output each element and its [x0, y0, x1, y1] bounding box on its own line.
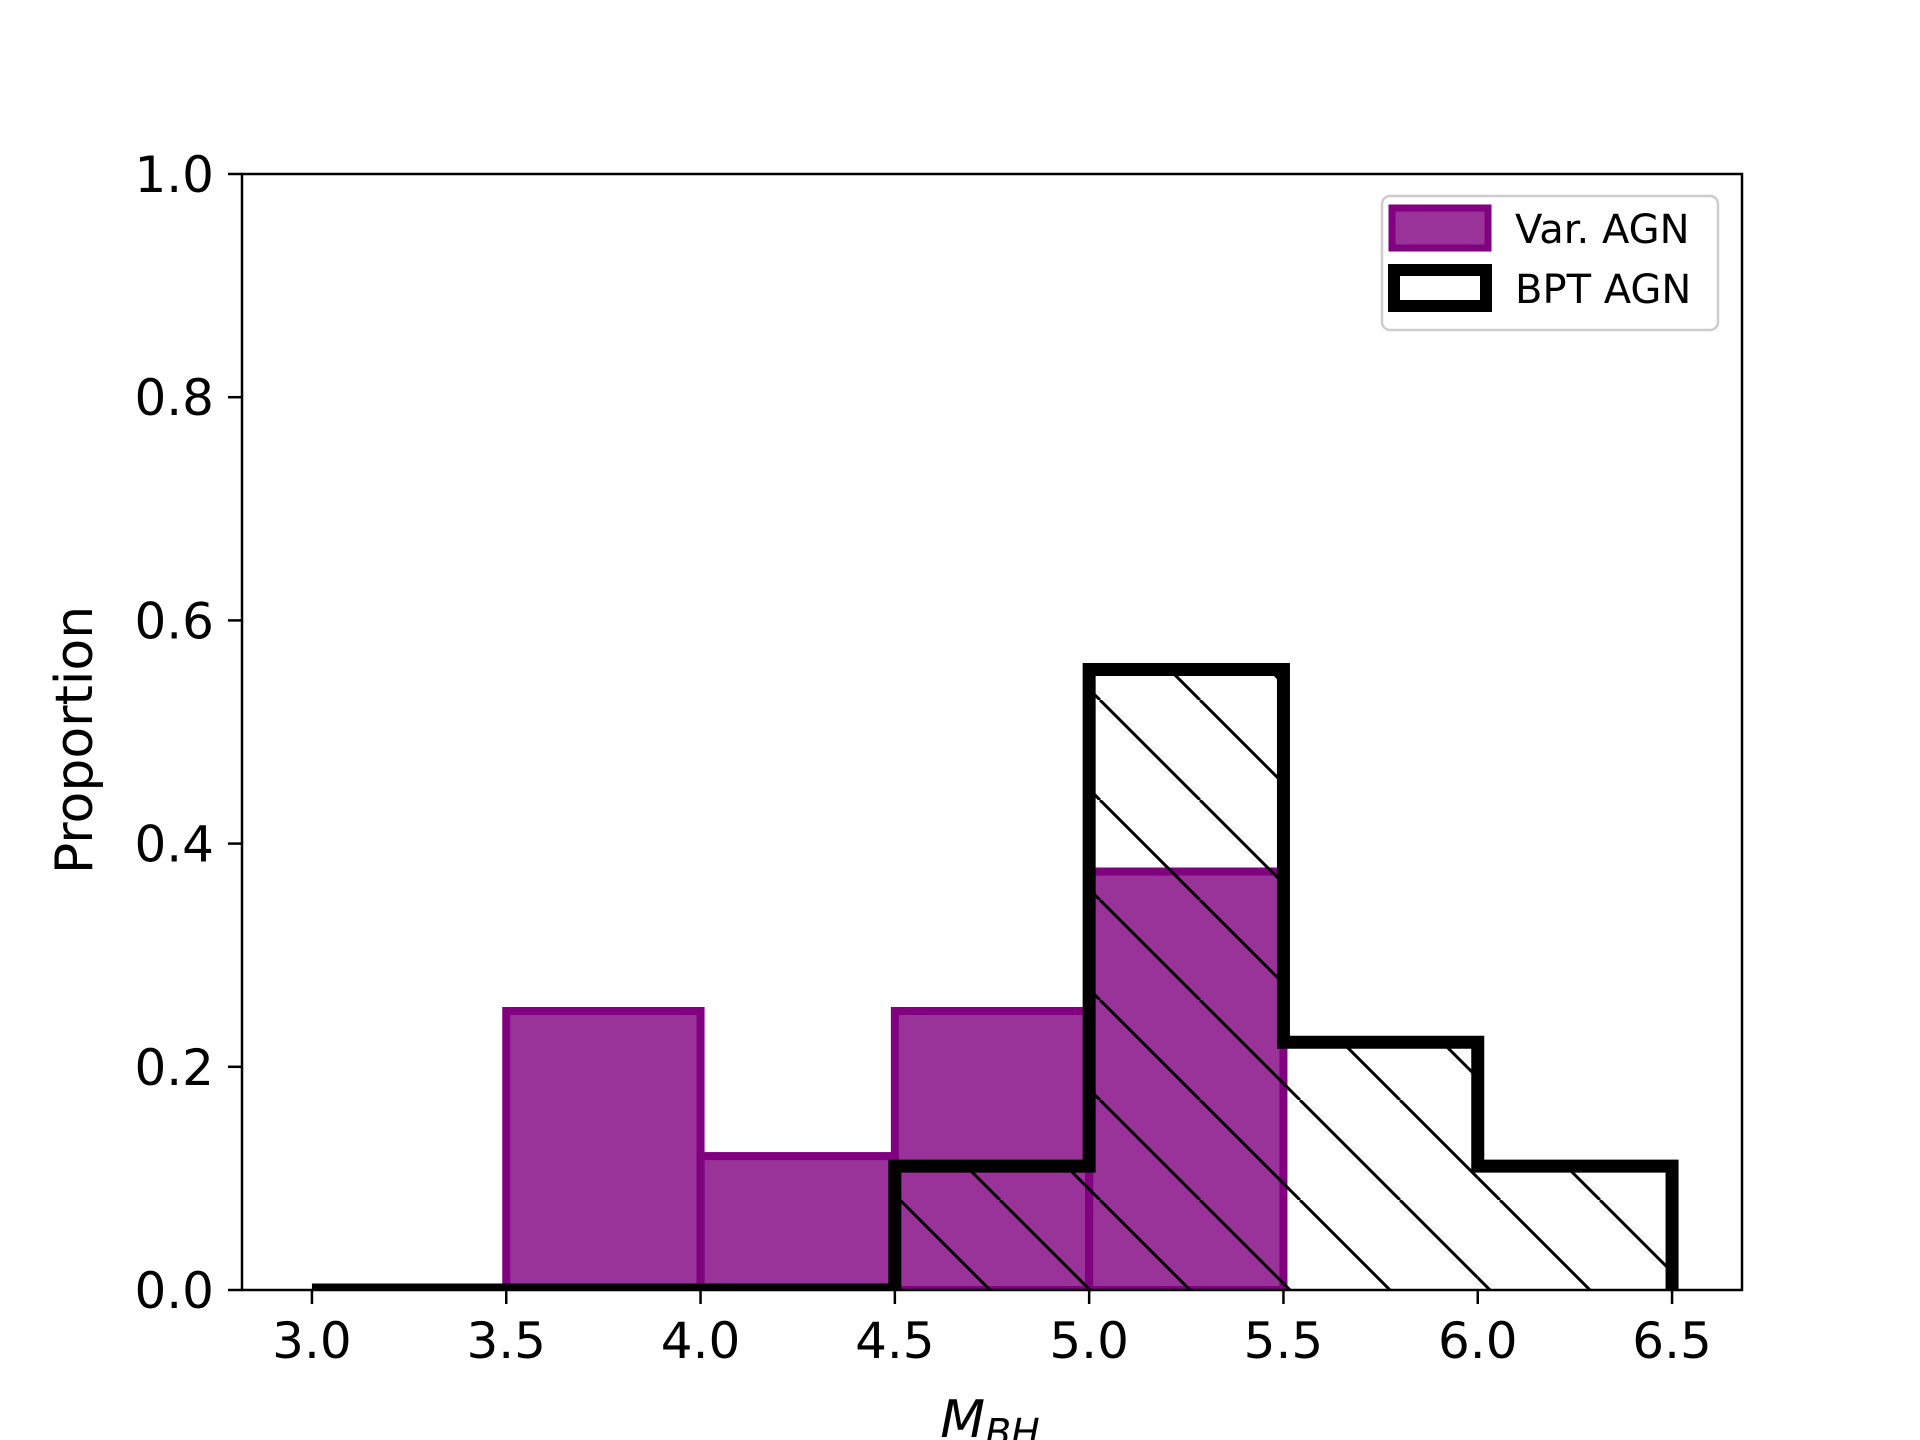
- var-agn-bar: [502, 1007, 705, 1290]
- x-tick-label: 5.5: [1244, 1312, 1324, 1370]
- y-tick-label: 0.4: [134, 816, 214, 874]
- bpt-agn-step-outline: [311, 663, 1679, 1290]
- x-tick-label: 6.5: [1632, 1312, 1712, 1370]
- legend: Var. AGN BPT AGN: [1380, 194, 1720, 332]
- bpt-agn-bar: [894, 1166, 1090, 1290]
- y-axis-ticks: 0.0 0.2 0.4 0.6 0.8 1.0: [134, 146, 242, 1320]
- legend-swatch-var-agn: [1388, 204, 1492, 252]
- y-tick-label: 0.2: [134, 1039, 214, 1097]
- x-tick-label: 4.0: [661, 1312, 741, 1370]
- x-axis-ticks: 3.0 3.5 4.0 4.5 5.0 5.5 6.0 6.5: [272, 1290, 1712, 1370]
- y-tick-label: 0.8: [134, 369, 214, 427]
- x-tick-label: 5.0: [1049, 1312, 1129, 1370]
- y-tick-label: 0.0: [134, 1262, 214, 1320]
- x-axis-label: MBH: [940, 1390, 1040, 1440]
- x-tick-label: 4.5: [855, 1312, 935, 1370]
- bpt-agn-hatch: [894, 669, 1673, 1290]
- legend-label-var-agn: Var. AGN: [1515, 207, 1690, 253]
- plot-area: [311, 663, 1679, 1290]
- x-tick-label: 3.5: [466, 1312, 546, 1370]
- y-axis-label: Proportion: [45, 606, 105, 874]
- bpt-agn-bar: [1089, 669, 1284, 1290]
- var-agn-bar: [696, 1152, 899, 1290]
- x-tick-label: 6.0: [1438, 1312, 1518, 1370]
- y-tick-label: 0.6: [134, 592, 214, 650]
- axes-frame: [240, 172, 1744, 1292]
- legend-label-bpt-agn: BPT AGN: [1515, 267, 1691, 313]
- x-axis-label-subscript: BH: [985, 1411, 1040, 1440]
- bpt-agn-bar: [1477, 1166, 1673, 1290]
- bpt-agn-bar: [1283, 1042, 1478, 1290]
- y-tick-label: 1.0: [134, 146, 214, 204]
- legend-swatch-bpt-agn: [1388, 264, 1492, 312]
- x-tick-label: 3.0: [272, 1312, 352, 1370]
